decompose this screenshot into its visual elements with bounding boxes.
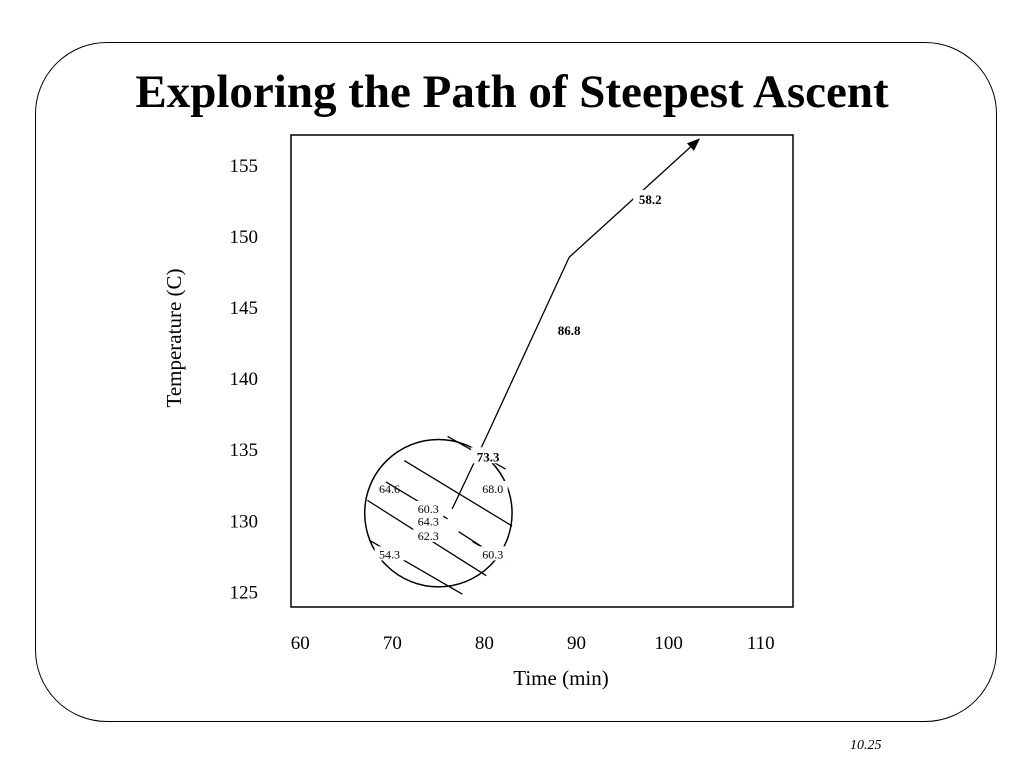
contour-label-bg	[374, 481, 405, 495]
contour-label: 62.3	[418, 529, 439, 543]
y-tick-label: 125	[230, 582, 259, 603]
x-tick-label: 110	[747, 633, 775, 654]
experimental-region	[363, 438, 513, 588]
path-label-bg	[471, 447, 506, 464]
y-tick-label: 150	[230, 227, 259, 248]
y-tick-label: 130	[230, 511, 259, 532]
y-tick-label: 140	[230, 369, 259, 390]
contour-label: 60.3	[418, 502, 439, 516]
contour-label-bg	[413, 513, 444, 528]
path-label-bg	[633, 189, 668, 206]
x-tick-label: 90	[567, 633, 586, 654]
path-response-label: 73.3	[477, 449, 500, 464]
x-tick-label: 100	[654, 633, 683, 654]
contour-label-bg	[477, 546, 508, 561]
x-tick-label: 60	[291, 633, 310, 654]
y-tick-label: 145	[230, 298, 259, 319]
contour-label: 60.3	[482, 547, 503, 561]
slide-title: Exploring the Path of Steepest Ascent	[135, 66, 889, 118]
x-axis-ticks: 60 70 80 90 100 110	[291, 633, 775, 654]
y-axis-title: Temperature (C)	[162, 268, 186, 407]
slide-frame	[35, 42, 997, 722]
x-tick-label: 80	[475, 633, 494, 654]
contour-label-bg	[374, 546, 405, 561]
path-response-label: 58.2	[639, 192, 662, 207]
contour-label: 64.3	[418, 515, 439, 529]
steepest-ascent-path: 73.3 86.8 58.2	[451, 138, 701, 510]
x-axis-title: Time (min)	[513, 666, 608, 690]
x-tick-label: 70	[383, 633, 402, 654]
path-label-bg	[552, 320, 587, 337]
page-number: 10.25	[850, 738, 882, 753]
path-response-label: 86.8	[558, 323, 581, 338]
y-tick-label: 135	[230, 440, 259, 461]
contour-label-bg	[477, 481, 508, 495]
contour-label: 54.3	[379, 547, 400, 561]
contour-label: 68.0	[482, 482, 503, 496]
contour-line	[403, 460, 513, 527]
region-circle	[363, 438, 513, 588]
y-axis-ticks: 125 130 135 140 145 150 155	[230, 156, 259, 604]
plot-area	[290, 134, 794, 608]
contour-label-bg	[413, 527, 444, 542]
y-tick-label: 155	[230, 156, 259, 177]
contour-label-bg	[413, 500, 444, 515]
contour-label: 64.6	[379, 482, 400, 496]
contour-lines: 64.6 68.060.364.362.354.3 60.3	[367, 435, 513, 595]
